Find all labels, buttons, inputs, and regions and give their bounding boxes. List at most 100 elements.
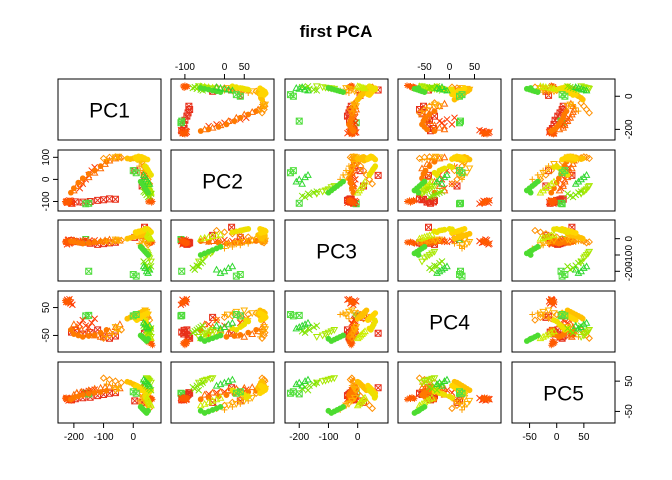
tick-label: 0 — [222, 62, 228, 73]
data-point — [358, 181, 366, 189]
data-point — [350, 385, 359, 393]
tick-label: 0 — [41, 176, 52, 182]
data-point — [550, 327, 558, 335]
data-point — [453, 175, 461, 184]
panel-pc2-pc4 — [397, 149, 502, 212]
data-point — [461, 225, 468, 232]
data-point — [558, 311, 566, 319]
data-point — [178, 117, 186, 125]
data-point — [358, 381, 365, 388]
data-point — [451, 378, 458, 385]
data-point — [368, 180, 377, 188]
data-point — [558, 85, 564, 92]
data-point — [212, 83, 221, 91]
panel-frame — [397, 361, 502, 424]
data-point — [220, 378, 229, 386]
data-point — [146, 233, 155, 241]
data-point — [353, 401, 362, 409]
data-point — [206, 375, 215, 383]
data-point — [574, 268, 583, 276]
data-point — [346, 296, 353, 303]
data-point — [458, 169, 466, 177]
panel-pc2-pc3 — [284, 149, 389, 212]
data-point — [325, 407, 332, 414]
tick-label: -100 — [41, 191, 52, 211]
data-point — [138, 237, 147, 245]
data-point — [145, 265, 154, 273]
point-layer — [404, 82, 493, 138]
data-point — [571, 321, 580, 329]
data-point — [231, 118, 238, 124]
data-point — [404, 396, 410, 403]
point-layer — [61, 153, 156, 208]
panel-frame — [511, 219, 616, 282]
data-point — [448, 180, 456, 188]
data-point — [321, 377, 330, 385]
data-point — [425, 117, 434, 124]
data-point — [480, 199, 487, 206]
data-point — [438, 188, 446, 195]
data-point — [421, 178, 428, 185]
data-point — [208, 375, 217, 383]
tick-label: 50 — [469, 62, 481, 73]
data-point — [295, 311, 303, 319]
data-point — [358, 155, 365, 162]
data-point — [239, 85, 246, 92]
data-point — [580, 264, 588, 271]
data-point — [298, 179, 307, 187]
data-point — [551, 164, 557, 171]
tick-label: 50 — [41, 302, 52, 314]
data-point — [539, 186, 547, 194]
data-point — [132, 169, 140, 177]
point-layer — [177, 374, 270, 416]
data-point — [200, 233, 209, 241]
data-point — [347, 165, 356, 173]
diagonal-label: PC2 — [202, 171, 243, 194]
data-point — [88, 319, 96, 327]
data-point — [463, 400, 471, 408]
data-point — [342, 311, 350, 319]
data-point — [208, 232, 217, 240]
data-point — [559, 181, 568, 189]
data-point — [313, 87, 321, 94]
data-point — [182, 298, 189, 305]
data-point — [295, 199, 303, 207]
data-point — [144, 156, 151, 163]
data-point — [368, 404, 377, 413]
tick-label: 0 — [447, 62, 453, 73]
data-point — [243, 317, 250, 324]
data-point — [340, 89, 346, 96]
data-point — [66, 296, 73, 303]
tick-label: 0 — [130, 432, 136, 443]
data-point — [143, 393, 152, 401]
data-point — [145, 252, 151, 258]
axes: -200 -100 0-100 0 50-200 -100 0-50 0 50-50 0 50-20… — [41, 62, 635, 443]
data-point — [200, 399, 209, 407]
data-point — [577, 84, 585, 92]
data-point — [539, 82, 547, 90]
data-point — [340, 403, 346, 410]
data-point — [359, 328, 368, 336]
data-point — [184, 240, 191, 247]
data-point — [79, 316, 87, 324]
data-point — [410, 196, 417, 203]
tick-label: 50 — [578, 432, 590, 443]
data-point — [321, 331, 330, 339]
data-point — [448, 404, 456, 413]
data-point — [434, 229, 440, 236]
data-point — [236, 231, 245, 240]
data-point — [139, 313, 146, 320]
data-point — [240, 332, 249, 340]
data-point — [178, 311, 186, 319]
data-point — [200, 331, 209, 339]
chart-title: first PCA — [300, 22, 373, 41]
data-point — [415, 407, 422, 414]
data-point — [458, 242, 466, 250]
data-point — [366, 387, 373, 394]
point-layer — [523, 223, 594, 280]
data-point — [433, 268, 441, 276]
data-point — [229, 403, 236, 410]
tick-label: 0 — [355, 432, 361, 443]
data-point — [304, 190, 312, 198]
